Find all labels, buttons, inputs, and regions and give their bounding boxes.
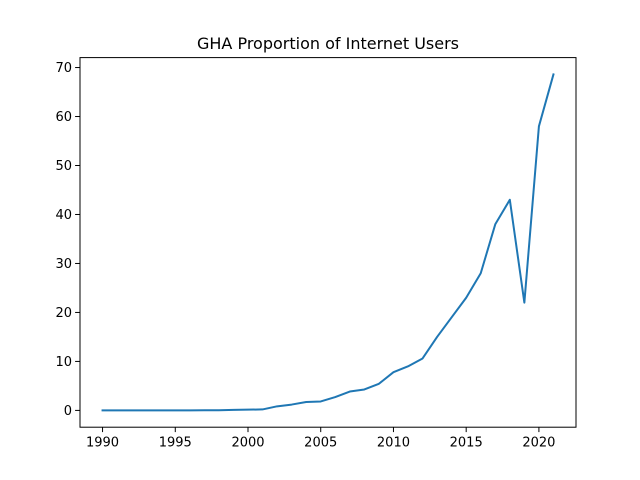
y-tick-label: 60 [55, 110, 72, 125]
axes-frame [79, 57, 577, 428]
x-tick-label: 1990 [86, 436, 119, 451]
plot-area [101, 73, 555, 412]
y-tick-label: 10 [55, 355, 72, 370]
x-tick-label: 2015 [450, 436, 483, 451]
y-axis: 0 10 20 30 40 50 60 70 [55, 61, 80, 419]
y-tick-label: 20 [55, 306, 72, 321]
chart-title: GHA Proportion of Internet Users [197, 34, 459, 53]
x-tick-label: 1995 [159, 436, 192, 451]
y-tick-label: 0 [64, 404, 72, 419]
y-tick-label: 70 [55, 61, 72, 76]
x-axis: 1990 1995 2000 2005 2010 2015 2020 [86, 427, 555, 451]
x-tick-label: 2010 [377, 436, 410, 451]
x-tick-label: 2000 [231, 436, 264, 451]
y-tick-label: 30 [55, 257, 72, 272]
x-tick-label: 2020 [522, 436, 555, 451]
y-tick-label: 40 [55, 208, 72, 223]
y-tick-label: 50 [55, 159, 72, 174]
series-line-0 [101, 73, 555, 412]
x-tick-label: 2005 [304, 436, 337, 451]
